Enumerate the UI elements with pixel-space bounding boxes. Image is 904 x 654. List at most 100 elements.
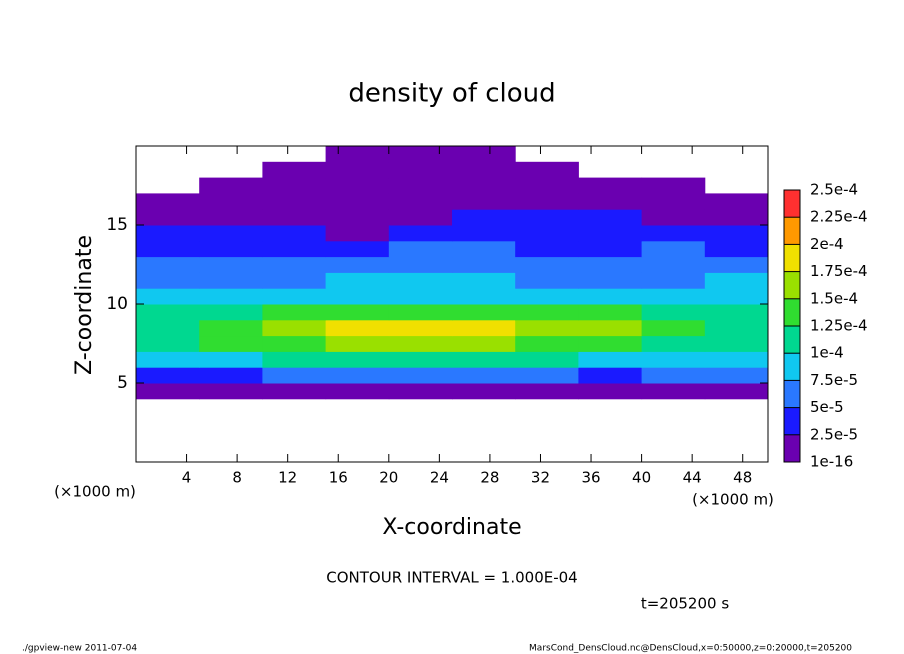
heat-cell <box>199 351 263 368</box>
heat-cell <box>641 256 706 273</box>
heat-cell <box>515 209 579 226</box>
heat-cell <box>452 146 516 163</box>
x-tick-label: 40 <box>632 469 651 487</box>
colorbar-label: 1e-16 <box>810 453 853 471</box>
heat-cell <box>452 256 516 273</box>
x-tick-label: 24 <box>430 469 449 487</box>
heat-cell <box>262 351 327 368</box>
colorbar-label: 5e-5 <box>810 398 844 416</box>
heat-cell <box>641 335 706 352</box>
y-tick-label: 10 <box>106 294 128 314</box>
heat-cell <box>262 209 327 226</box>
heat-cell <box>641 351 706 368</box>
x-tick-label: 8 <box>232 469 242 487</box>
heat-cell <box>325 209 390 226</box>
heat-cell <box>199 240 263 258</box>
heat-cell <box>452 383 516 400</box>
x-tick-label: 44 <box>683 469 702 487</box>
heat-cell <box>388 225 453 242</box>
heat-cell <box>641 319 706 337</box>
heat-cell <box>388 146 453 163</box>
heat-cell <box>452 209 516 226</box>
heat-cell <box>515 383 579 400</box>
heat-cell <box>641 240 706 258</box>
heat-cell <box>388 304 453 321</box>
heat-cell <box>704 193 769 210</box>
x-tick-label: 36 <box>581 469 600 487</box>
heat-cell <box>199 177 263 194</box>
heat-cell <box>136 193 200 210</box>
heat-cell <box>641 177 706 194</box>
heat-cell <box>641 209 706 226</box>
heat-cell <box>515 335 579 352</box>
heat-cell <box>325 177 390 194</box>
heat-cell <box>199 383 263 400</box>
heat-cell <box>704 383 769 400</box>
heat-cell <box>704 272 769 289</box>
heat-cell <box>388 272 453 289</box>
heat-cell <box>388 177 453 194</box>
heat-cell <box>199 256 263 273</box>
heat-cell <box>262 288 327 305</box>
x-unit: (×1000 m) <box>692 491 774 509</box>
heat-cell <box>704 225 769 242</box>
colorbar-segment <box>784 244 800 272</box>
heat-cell <box>262 383 327 400</box>
heat-cell <box>578 225 643 242</box>
heat-cell <box>704 335 769 352</box>
heat-cell <box>325 351 390 368</box>
heat-cell <box>641 288 706 305</box>
heat-cell <box>388 240 453 258</box>
heat-cell <box>325 383 390 400</box>
heat-cell <box>578 383 643 400</box>
heat-cell <box>325 304 390 321</box>
heat-cell <box>641 383 706 400</box>
heat-cell <box>704 209 769 226</box>
heat-cell <box>641 304 706 321</box>
x-tick-label: 32 <box>531 469 550 487</box>
y-tick-label: 5 <box>117 373 128 393</box>
heat-cell <box>136 367 200 384</box>
colorbar-segment <box>784 326 800 354</box>
heat-cell <box>136 335 200 352</box>
x-tick-label: 16 <box>329 469 348 487</box>
heat-cell <box>452 367 516 384</box>
heat-cell <box>388 193 453 210</box>
heat-cell <box>704 304 769 321</box>
heat-cell <box>578 351 643 368</box>
heat-cell <box>515 319 579 337</box>
colorbar-label: 2.25e-4 <box>810 208 868 226</box>
heat-cell <box>262 319 327 337</box>
heat-cell <box>704 288 769 305</box>
colorbar-segment <box>784 271 800 299</box>
heat-cell <box>452 272 516 289</box>
heat-cell <box>515 272 579 289</box>
heat-cell <box>515 351 579 368</box>
colorbar-label: 1.5e-4 <box>810 289 858 307</box>
heat-cell <box>325 146 390 163</box>
heat-cell <box>388 319 453 337</box>
heat-cell <box>515 225 579 242</box>
heat-cell <box>136 383 200 400</box>
colorbar-segment <box>784 380 800 408</box>
heat-cell <box>325 319 390 337</box>
colorbar-label: 2.5e-5 <box>810 425 858 443</box>
heat-cell <box>515 177 579 194</box>
heat-cell <box>704 351 769 368</box>
colorbar-segment <box>784 353 800 381</box>
heat-cell <box>578 288 643 305</box>
heat-cell <box>452 161 516 179</box>
heat-cell <box>452 319 516 337</box>
heat-cell <box>325 256 390 273</box>
heat-cell <box>325 240 390 258</box>
heat-cell <box>388 256 453 273</box>
y-unit: (×1000 m) <box>54 483 136 501</box>
x-tick-label: 28 <box>480 469 499 487</box>
x-tick-label: 4 <box>182 469 192 487</box>
heat-cell <box>452 304 516 321</box>
x-axis-label: X-coordinate <box>382 515 521 540</box>
heat-cell <box>136 240 200 258</box>
x-tick-label: 12 <box>278 469 297 487</box>
heat-cell <box>578 209 643 226</box>
heat-cell <box>199 272 263 289</box>
